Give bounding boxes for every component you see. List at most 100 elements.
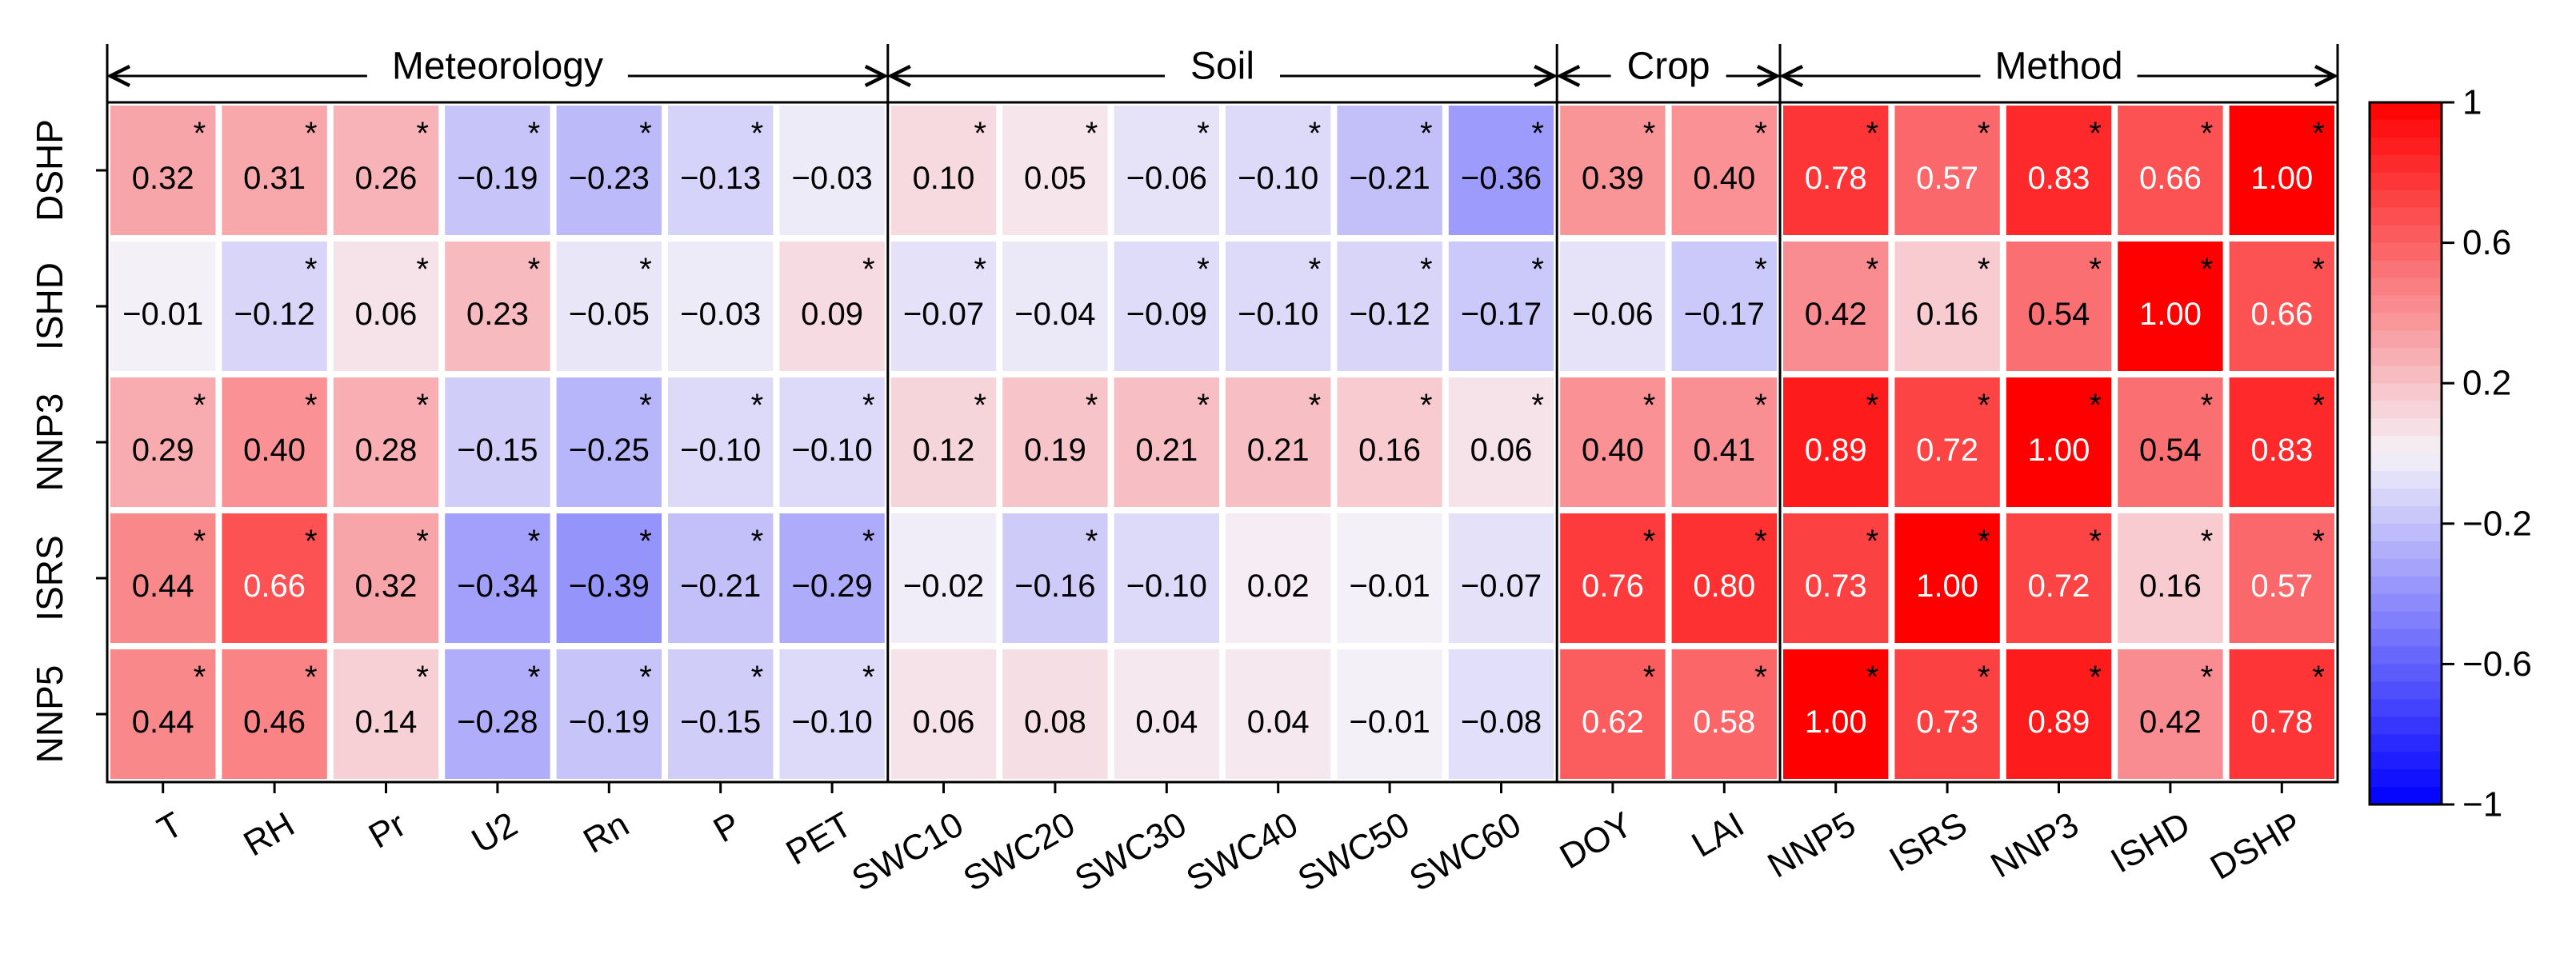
- cell-value-label: 0.16: [2139, 569, 2202, 604]
- column-label: SWC50: [1291, 804, 1416, 899]
- heatmap-frame: [106, 44, 2339, 784]
- significance-marker: *: [1197, 388, 1210, 423]
- significance-marker: *: [1086, 524, 1098, 559]
- heatmap-cell: [1337, 513, 1442, 643]
- cell-value-label: −0.06: [1126, 161, 1207, 196]
- heatmap-cell: [445, 513, 550, 643]
- significance-marker: *: [416, 116, 429, 151]
- heatmap-cell: [1783, 649, 1889, 779]
- cell-value-label: 0.44: [132, 569, 194, 604]
- significance-marker: *: [2201, 660, 2214, 695]
- cell-value-label: −0.17: [1684, 297, 1765, 332]
- colorbar-tick-label: 0.2: [2462, 364, 2511, 403]
- cell-value-label: 1.00: [1805, 705, 1867, 740]
- cell-value-label: 0.83: [2250, 433, 2313, 468]
- colorbar-segment: [2370, 154, 2442, 174]
- heatmap-cell: [2229, 377, 2334, 507]
- heatmap-cell: [668, 513, 774, 643]
- heatmap-cell: [1894, 377, 2000, 507]
- heatmap-cell: [333, 242, 439, 371]
- heatmap-cell: [779, 377, 885, 507]
- heatmap-cell: [445, 649, 550, 779]
- cell-value-label: −0.07: [1461, 569, 1542, 604]
- cell-value-label: 0.10: [913, 161, 975, 196]
- plot-border: [106, 101, 2339, 784]
- cell-value-label: 0.40: [243, 433, 306, 468]
- heatmap-cell: [890, 106, 997, 235]
- cell-value-label: 0.57: [2250, 569, 2313, 604]
- significance-marker: *: [528, 660, 541, 695]
- cell-value-label: 0.66: [2250, 297, 2313, 332]
- cell-value-label: −0.21: [1349, 161, 1430, 196]
- significance-marker: *: [974, 252, 986, 287]
- cell-value-label: 1.00: [2250, 161, 2313, 196]
- colorbar-segment: [2370, 576, 2442, 595]
- significance-marker: *: [1643, 524, 1656, 559]
- heatmap-cell: [556, 242, 662, 371]
- cell-value-label: −0.25: [569, 433, 650, 468]
- colorbar-segment: [2370, 260, 2442, 279]
- colorbar-segment: [2370, 436, 2442, 454]
- colorbar-segment: [2370, 277, 2442, 297]
- significance-marker: *: [639, 252, 652, 287]
- significance-marker: *: [2312, 524, 2325, 559]
- heatmap-cell: [1337, 649, 1442, 779]
- significance-marker: *: [528, 524, 541, 559]
- significance-marker: *: [416, 660, 429, 695]
- cell-value-label: −0.12: [234, 297, 314, 332]
- cell-value-label: −0.03: [680, 297, 761, 332]
- heatmap-cell: [1226, 513, 1331, 643]
- significance-marker: *: [1866, 524, 1879, 559]
- heatmap-cell: [1560, 377, 1666, 507]
- cell-value-label: 0.66: [243, 569, 306, 604]
- significance-marker: *: [1978, 660, 1990, 695]
- significance-marker: *: [1086, 388, 1098, 423]
- significance-marker: *: [2312, 252, 2325, 287]
- colorbar-segment: [2370, 453, 2442, 472]
- significance-marker: *: [194, 524, 206, 559]
- cell-value-label: −0.10: [1238, 297, 1318, 332]
- heatmap-cell: [1783, 106, 1889, 235]
- cell-value-label: 0.04: [1135, 705, 1198, 740]
- colorbar-tick-label: −0.6: [2462, 645, 2532, 684]
- colorbar-segment: [2370, 348, 2442, 366]
- heatmap-cell: [110, 242, 216, 371]
- significance-marker: *: [1866, 252, 1879, 287]
- cell-value-label: 0.32: [132, 161, 194, 196]
- heatmap-cell: [1002, 377, 1108, 507]
- colorbar-segment: [2370, 646, 2442, 665]
- colorbar-segment: [2370, 102, 2442, 121]
- cell-value-label: 0.73: [1805, 569, 1867, 604]
- colorbar-segment: [2370, 611, 2442, 630]
- cell-value-label: 0.72: [2028, 569, 2090, 604]
- colorbar-segment: [2370, 137, 2442, 156]
- cell-value-label: 0.62: [1582, 705, 1644, 740]
- significance-marker: *: [862, 524, 875, 559]
- significance-marker: *: [1197, 252, 1210, 287]
- cell-value-label: 0.42: [1805, 297, 1867, 332]
- heatmap-cell: [333, 377, 439, 507]
- cell-value-label: −0.19: [457, 161, 538, 196]
- significance-marker: *: [1754, 388, 1767, 423]
- heatmap-cell: [222, 377, 327, 507]
- significance-marker: *: [751, 116, 764, 151]
- cell-value-label: 0.26: [355, 161, 418, 196]
- cell-value-label: −0.21: [680, 569, 761, 604]
- cell-value-label: 0.23: [466, 297, 529, 332]
- significance-marker: *: [2201, 388, 2214, 423]
- significance-marker: *: [2201, 524, 2214, 559]
- cell-value-label: 0.78: [1805, 161, 1867, 196]
- significance-marker: *: [528, 116, 541, 151]
- cell-value-label: 1.00: [2028, 433, 2090, 468]
- cell-value-label: 0.39: [1582, 161, 1644, 196]
- cell-value-label: 0.21: [1247, 433, 1310, 468]
- heatmap-cell: [556, 513, 662, 643]
- heatmap-cell: [2006, 649, 2112, 779]
- cell-value-label: −0.06: [1572, 297, 1653, 332]
- significance-marker: *: [974, 116, 986, 151]
- cell-value-label: 0.73: [1916, 705, 1978, 740]
- heatmap-cell: [1337, 106, 1442, 235]
- heatmap-cell: [445, 106, 550, 235]
- heatmap-cell: [222, 242, 327, 371]
- cell-value-label: −0.03: [791, 161, 872, 196]
